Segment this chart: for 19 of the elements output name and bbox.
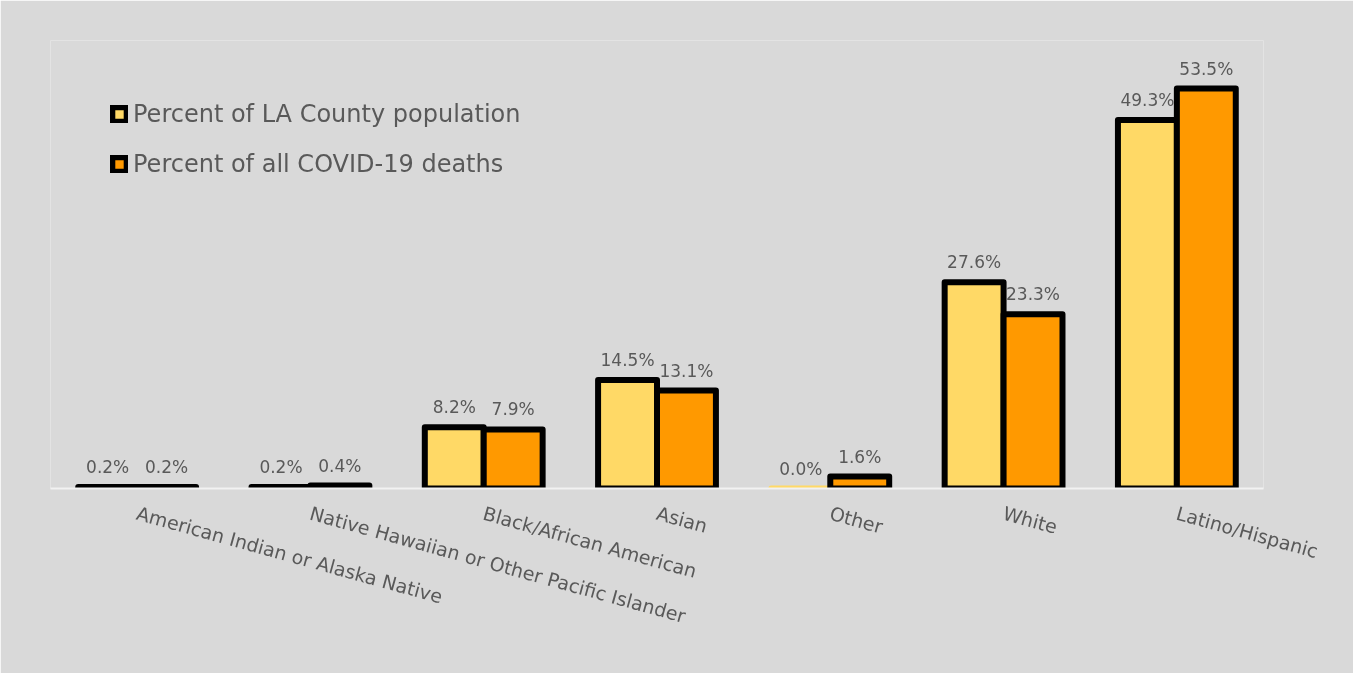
x-tick-label: Asian <box>654 501 710 537</box>
data-label: 8.2% <box>432 397 476 418</box>
legend-label: Percent of all COVID-19 deaths <box>133 150 504 178</box>
data-label: 14.5% <box>600 350 655 371</box>
legend-label: Percent of LA County population <box>133 100 521 128</box>
data-label: 0.2% <box>86 457 130 477</box>
data-label: 53.5% <box>1179 58 1234 79</box>
data-label: 27.6% <box>947 252 1002 273</box>
x-tick-label: White <box>1000 501 1060 538</box>
data-label: 0.0% <box>779 458 823 479</box>
data-label: 7.9% <box>491 399 535 420</box>
x-tick-label: Other <box>827 501 886 538</box>
data-label: 13.1% <box>659 360 714 381</box>
data-label: 0.4% <box>318 455 362 476</box>
data-label: 0.2% <box>145 457 189 477</box>
data-label: 1.6% <box>838 446 882 467</box>
data-label: 23.3% <box>1006 284 1061 305</box>
data-label: 49.3% <box>1120 89 1175 110</box>
data-label: 0.2% <box>259 457 303 477</box>
